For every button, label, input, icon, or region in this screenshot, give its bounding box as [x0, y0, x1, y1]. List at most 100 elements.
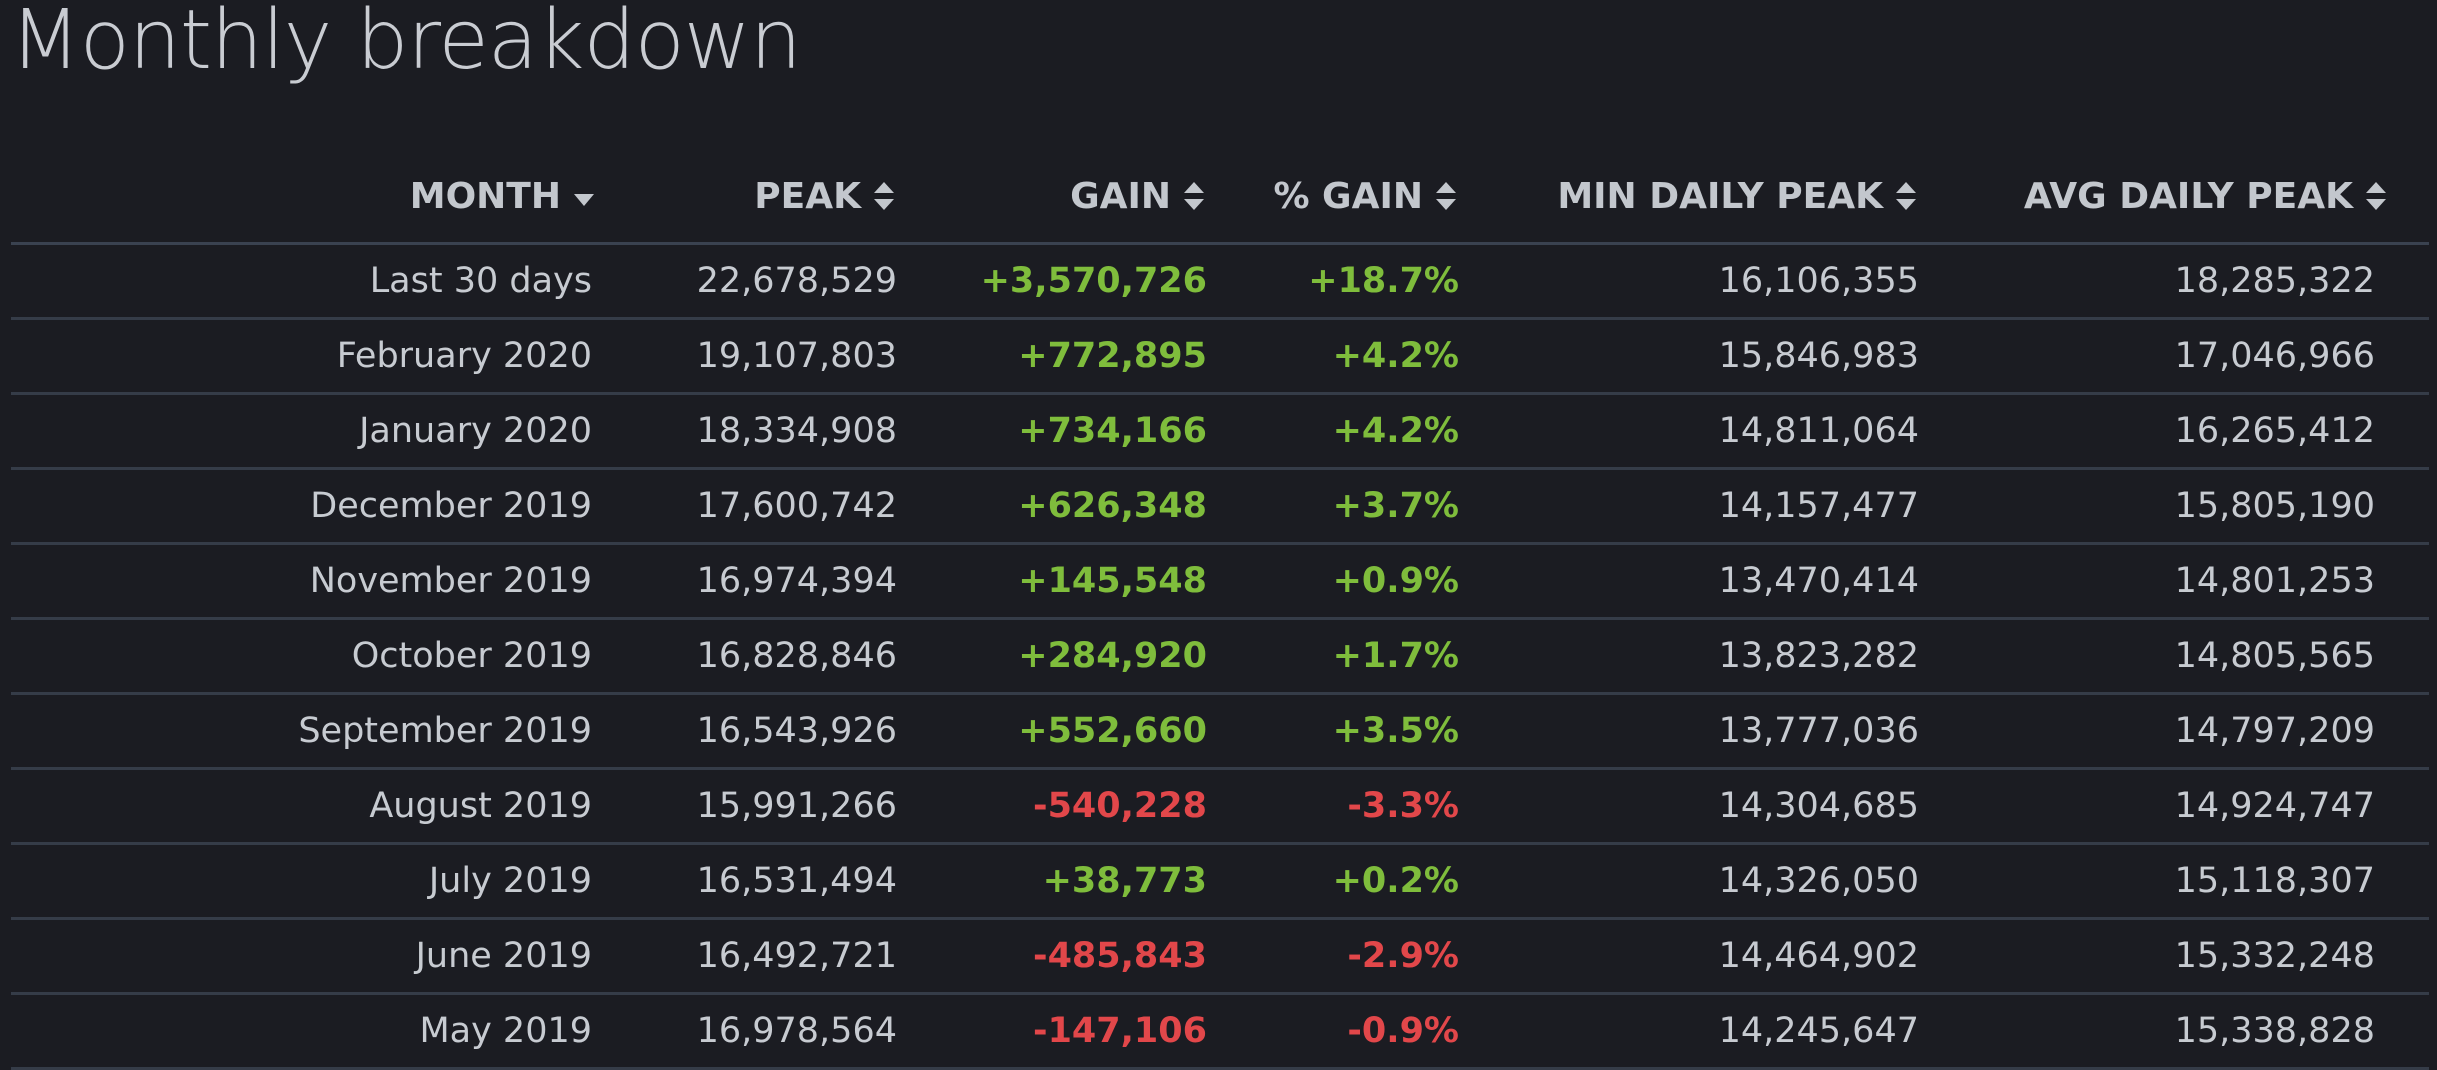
- pct-gain-cell: -0.9%: [1207, 993, 1459, 1070]
- table-row: November 2019 16,974,394 +145,548 +0.9% …: [11, 543, 2429, 620]
- avg-daily-peak-cell: 15,805,190: [1919, 468, 2429, 545]
- peak-cell: 16,531,494: [595, 843, 897, 920]
- peak-cell: 15,991,266: [595, 768, 897, 845]
- column-header-month[interactable]: MONTH: [11, 150, 597, 245]
- peak-cell: 18,334,908: [595, 393, 897, 470]
- month-cell: August 2019: [11, 768, 595, 845]
- column-header-label: GAIN: [1070, 175, 1171, 217]
- column-header-pct-gain[interactable]: % GAIN: [1207, 150, 1459, 245]
- column-header-avg-daily-peak[interactable]: AVG DAILY PEAK: [1919, 150, 2429, 245]
- gain-cell: +552,660: [897, 693, 1207, 770]
- pct-gain-cell: -3.3%: [1207, 768, 1459, 845]
- column-header-label: MIN DAILY PEAK: [1557, 175, 1883, 217]
- sort-icon: [1181, 178, 1207, 214]
- table-row: June 2019 16,492,721 -485,843 -2.9% 14,4…: [11, 918, 2429, 995]
- avg-daily-peak-cell: 18,285,322: [1919, 243, 2429, 320]
- avg-daily-peak-cell: 14,801,253: [1919, 543, 2429, 620]
- min-daily-peak-cell: 14,304,685: [1459, 768, 1919, 845]
- month-cell: November 2019: [11, 543, 595, 620]
- min-daily-peak-cell: 13,777,036: [1459, 693, 1919, 770]
- min-daily-peak-cell: 15,846,983: [1459, 318, 1919, 395]
- table-row: February 2020 19,107,803 +772,895 +4.2% …: [11, 318, 2429, 395]
- pct-gain-cell: -2.9%: [1207, 918, 1459, 995]
- min-daily-peak-cell: 14,326,050: [1459, 843, 1919, 920]
- min-daily-peak-cell: 13,470,414: [1459, 543, 1919, 620]
- peak-cell: 16,492,721: [595, 918, 897, 995]
- peak-cell: 16,978,564: [595, 993, 897, 1070]
- month-cell: January 2020: [11, 393, 595, 470]
- pct-gain-cell: +18.7%: [1207, 243, 1459, 320]
- column-header-label: PEAK: [754, 175, 861, 217]
- peak-cell: 19,107,803: [595, 318, 897, 395]
- pct-gain-cell: +3.5%: [1207, 693, 1459, 770]
- min-daily-peak-cell: 14,157,477: [1459, 468, 1919, 545]
- gain-cell: -485,843: [897, 918, 1207, 995]
- peak-cell: 16,828,846: [595, 618, 897, 695]
- column-header-label: AVG DAILY PEAK: [2023, 175, 2353, 217]
- month-cell: July 2019: [11, 843, 595, 920]
- pct-gain-cell: +3.7%: [1207, 468, 1459, 545]
- table-row: July 2019 16,531,494 +38,773 +0.2% 14,32…: [11, 843, 2429, 920]
- month-cell: June 2019: [11, 918, 595, 995]
- avg-daily-peak-cell: 17,046,966: [1919, 318, 2429, 395]
- min-daily-peak-cell: 14,811,064: [1459, 393, 1919, 470]
- table-row: December 2019 17,600,742 +626,348 +3.7% …: [11, 468, 2429, 545]
- min-daily-peak-cell: 16,106,355: [1459, 243, 1919, 320]
- gain-cell: +145,548: [897, 543, 1207, 620]
- month-cell: May 2019: [11, 993, 595, 1070]
- header-row: MONTH PEAK GAIN: [11, 150, 2429, 245]
- pct-gain-cell: +0.9%: [1207, 543, 1459, 620]
- month-cell: December 2019: [11, 468, 595, 545]
- column-header-label: MONTH: [409, 175, 561, 217]
- gain-cell: -147,106: [897, 993, 1207, 1070]
- avg-daily-peak-cell: 15,118,307: [1919, 843, 2429, 920]
- avg-daily-peak-cell: 15,338,828: [1919, 993, 2429, 1070]
- table-row: October 2019 16,828,846 +284,920 +1.7% 1…: [11, 618, 2429, 695]
- sort-icon: [2363, 178, 2389, 214]
- avg-daily-peak-cell: 15,332,248: [1919, 918, 2429, 995]
- avg-daily-peak-cell: 14,805,565: [1919, 618, 2429, 695]
- peak-cell: 16,543,926: [595, 693, 897, 770]
- sort-icon: [1433, 178, 1459, 214]
- sort-desc-icon: [571, 178, 597, 214]
- peak-cell: 17,600,742: [595, 468, 897, 545]
- monthly-breakdown-table: MONTH PEAK GAIN: [11, 150, 2429, 1070]
- gain-cell: +3,570,726: [897, 243, 1207, 320]
- column-header-label: % GAIN: [1273, 175, 1423, 217]
- table-row: May 2019 16,978,564 -147,106 -0.9% 14,24…: [11, 993, 2429, 1070]
- pct-gain-cell: +1.7%: [1207, 618, 1459, 695]
- gain-cell: +626,348: [897, 468, 1207, 545]
- pct-gain-cell: +0.2%: [1207, 843, 1459, 920]
- pct-gain-cell: +4.2%: [1207, 393, 1459, 470]
- month-cell: February 2020: [11, 318, 595, 395]
- page-title: Monthly breakdown: [10, 0, 802, 88]
- gain-cell: +38,773: [897, 843, 1207, 920]
- column-header-min-daily-peak[interactable]: MIN DAILY PEAK: [1459, 150, 1919, 245]
- month-cell: Last 30 days: [11, 243, 595, 320]
- table-row: September 2019 16,543,926 +552,660 +3.5%…: [11, 693, 2429, 770]
- column-header-gain[interactable]: GAIN: [897, 150, 1207, 245]
- gain-cell: +734,166: [897, 393, 1207, 470]
- column-header-peak[interactable]: PEAK: [595, 150, 897, 245]
- table-row: January 2020 18,334,908 +734,166 +4.2% 1…: [11, 393, 2429, 470]
- avg-daily-peak-cell: 14,924,747: [1919, 768, 2429, 845]
- table-body: Last 30 days 22,678,529 +3,570,726 +18.7…: [11, 243, 2429, 1070]
- peak-cell: 16,974,394: [595, 543, 897, 620]
- avg-daily-peak-cell: 16,265,412: [1919, 393, 2429, 470]
- table-row: August 2019 15,991,266 -540,228 -3.3% 14…: [11, 768, 2429, 845]
- min-daily-peak-cell: 14,245,647: [1459, 993, 1919, 1070]
- month-cell: October 2019: [11, 618, 595, 695]
- avg-daily-peak-cell: 14,797,209: [1919, 693, 2429, 770]
- month-cell: September 2019: [11, 693, 595, 770]
- gain-cell: -540,228: [897, 768, 1207, 845]
- table-row: Last 30 days 22,678,529 +3,570,726 +18.7…: [11, 243, 2429, 320]
- table-header: MONTH PEAK GAIN: [11, 150, 2429, 245]
- min-daily-peak-cell: 14,464,902: [1459, 918, 1919, 995]
- gain-cell: +284,920: [897, 618, 1207, 695]
- sort-icon: [871, 178, 897, 214]
- gain-cell: +772,895: [897, 318, 1207, 395]
- peak-cell: 22,678,529: [595, 243, 897, 320]
- min-daily-peak-cell: 13,823,282: [1459, 618, 1919, 695]
- sort-icon: [1893, 178, 1919, 214]
- pct-gain-cell: +4.2%: [1207, 318, 1459, 395]
